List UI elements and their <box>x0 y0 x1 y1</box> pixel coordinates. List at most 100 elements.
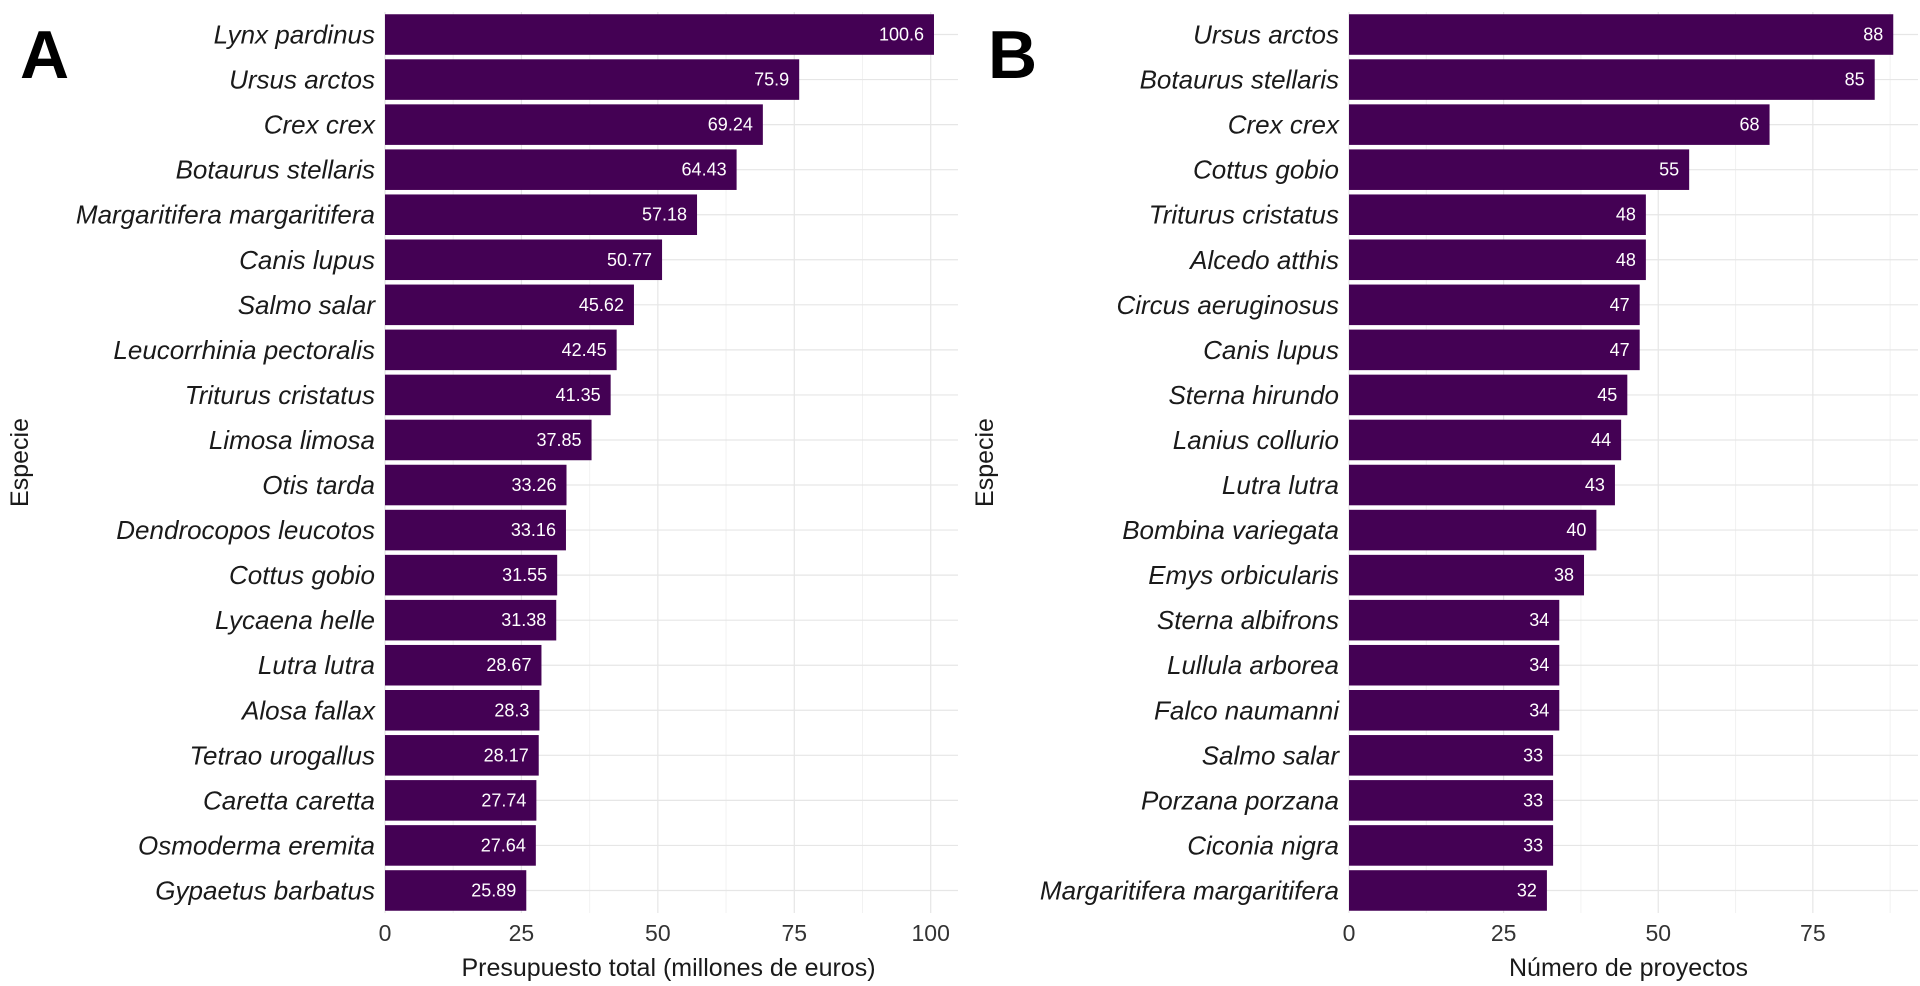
x-tick-label: 0 <box>379 920 392 946</box>
category-label: Emys orbicularis <box>1148 560 1339 590</box>
panel-a: Lynx pardinus 100.6 Ursus arctos 75.9 Crex c… <box>6 12 958 982</box>
bar <box>1349 599 1560 641</box>
bar-value-label: 27.64 <box>481 835 526 855</box>
bar-value-label: 33.16 <box>511 520 556 540</box>
category-label: Margaritifera margaritifera <box>76 200 375 230</box>
category-label: Canis lupus <box>239 245 375 275</box>
bar <box>385 464 567 506</box>
category-label: Leucorrhinia pectoralis <box>113 335 375 365</box>
bar <box>1349 870 1547 911</box>
category-label: Otis tarda <box>262 470 375 500</box>
bar-value-label: 28.3 <box>494 700 529 720</box>
bar-value-label: 88 <box>1863 25 1883 45</box>
category-label: Lycaena helle <box>215 605 375 635</box>
x-tick-label: 75 <box>1800 920 1826 946</box>
x-axis-title: Número de proyectos <box>1509 954 1748 982</box>
bar <box>1349 104 1770 145</box>
bar <box>385 599 557 641</box>
bar-value-label: 57.18 <box>642 205 687 225</box>
bar <box>1349 284 1640 326</box>
bar-value-label: 44 <box>1591 430 1611 450</box>
x-tick-label: 0 <box>1343 920 1356 946</box>
bar-value-label: 32 <box>1517 880 1537 900</box>
bar-value-label: 100.6 <box>879 25 924 45</box>
category-label: Lynx pardinus <box>214 20 375 50</box>
x-tick-label: 50 <box>1645 920 1671 946</box>
category-label: Crex crex <box>264 110 376 140</box>
bar <box>385 149 737 190</box>
bar <box>1349 239 1646 281</box>
bar <box>385 735 539 776</box>
grid <box>384 12 958 913</box>
panel-b: Ursus arctos 88 Botaurus stellaris 85 Crex c… <box>971 12 1918 982</box>
bar-value-label: 28.17 <box>484 745 529 765</box>
bar-value-label: 41.35 <box>556 385 601 405</box>
bar <box>385 329 617 371</box>
y-axis-title: Especie <box>6 418 34 507</box>
category-label: Alosa fallax <box>240 695 376 725</box>
bar-value-label: 25.89 <box>471 880 516 900</box>
category-label: Tetrao urogallus <box>190 740 376 770</box>
bar <box>1349 464 1615 506</box>
category-label: Salmo salar <box>238 290 377 320</box>
bar-value-label: 42.45 <box>562 340 607 360</box>
x-tick-label: 25 <box>509 920 535 946</box>
category-label: Triturus cristatus <box>1149 200 1339 230</box>
x-tick-label: 75 <box>781 920 807 946</box>
bar-value-label: 45 <box>1597 385 1617 405</box>
bar <box>385 690 540 731</box>
bar <box>385 825 536 866</box>
bar <box>385 14 934 55</box>
bar <box>385 554 558 596</box>
x-tick-label: 50 <box>645 920 671 946</box>
bar-value-label: 85 <box>1845 70 1865 90</box>
bar <box>385 194 698 235</box>
bar <box>1349 194 1646 235</box>
bar <box>1349 509 1597 551</box>
bar <box>385 104 763 145</box>
bar-value-label: 64.43 <box>682 160 727 180</box>
bar-value-label: 33 <box>1523 745 1543 765</box>
category-label: Porzana porzana <box>1141 785 1339 815</box>
category-label: Ursus arctos <box>229 65 375 95</box>
bar <box>385 284 634 326</box>
bar-value-label: 48 <box>1616 205 1636 225</box>
category-label: Salmo salar <box>1202 740 1341 770</box>
panel-tag: B <box>988 17 1037 93</box>
bar <box>1349 59 1875 100</box>
category-label: Osmoderma eremita <box>138 830 375 860</box>
bar-value-label: 34 <box>1529 655 1549 675</box>
bar-value-label: 47 <box>1610 295 1630 315</box>
bar <box>385 419 592 461</box>
bar <box>385 59 800 100</box>
bar <box>385 870 527 911</box>
bar <box>385 239 663 281</box>
category-label: Alcedo atthis <box>1188 245 1339 275</box>
category-label: Lanius collurio <box>1173 425 1339 455</box>
bar <box>1349 374 1628 416</box>
bar <box>1349 419 1622 461</box>
category-label: Botaurus stellaris <box>176 155 375 185</box>
bar-value-label: 28.67 <box>486 655 531 675</box>
category-label: Triturus cristatus <box>185 380 375 410</box>
category-label: Crex crex <box>1228 110 1340 140</box>
category-label: Caretta caretta <box>203 785 375 815</box>
bar-value-label: 47 <box>1610 340 1630 360</box>
panel-tag: A <box>20 17 69 93</box>
category-label: Dendrocopos leucotos <box>116 515 375 545</box>
category-label: Bombina variegata <box>1122 515 1339 545</box>
category-label: Gypaetus barbatus <box>155 875 375 905</box>
bar <box>385 644 542 686</box>
bar-value-label: 55 <box>1659 160 1679 180</box>
bar <box>1349 690 1560 731</box>
bar-value-label: 75.9 <box>754 70 789 90</box>
bar-value-label: 34 <box>1529 700 1549 720</box>
category-label: Falco naumanni <box>1154 695 1340 725</box>
category-label: Cottus gobio <box>229 560 375 590</box>
bar-value-label: 33 <box>1523 835 1543 855</box>
grid <box>1348 12 1918 913</box>
category-label: Lullula arborea <box>1167 650 1339 680</box>
category-label: Canis lupus <box>1203 335 1339 365</box>
bar <box>385 374 611 416</box>
